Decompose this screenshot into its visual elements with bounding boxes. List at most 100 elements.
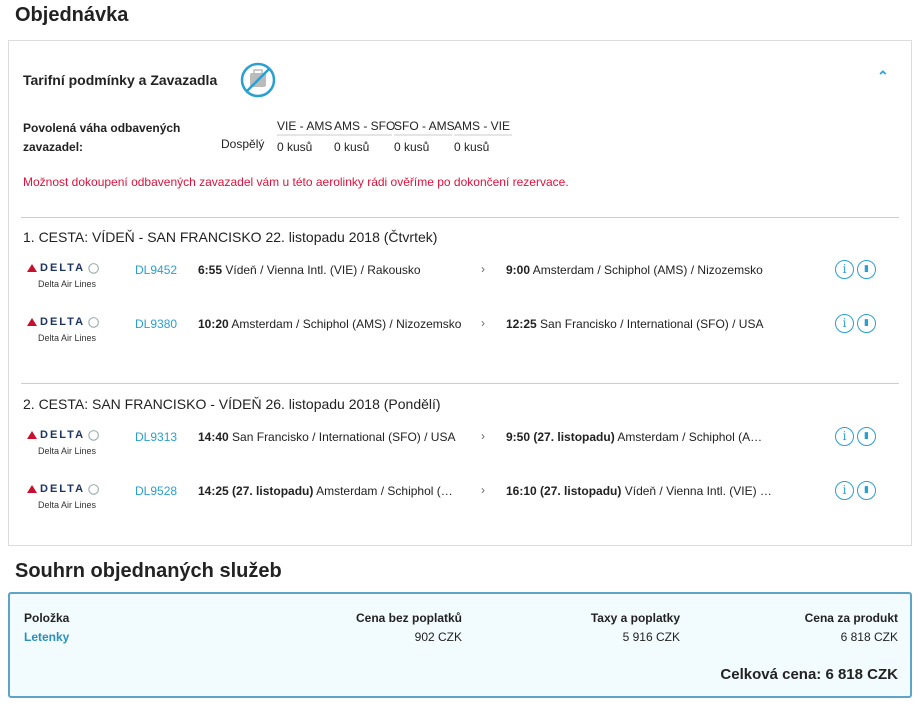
departure-place: Amsterdam / Schiphol (AMS) / Nizozemsko: [231, 317, 462, 331]
arrival-place: Amsterdam / Schiphol (A…: [617, 430, 763, 444]
departure: 14:25 (27. listopadu) Amsterdam / Schiph…: [198, 484, 468, 498]
airline-brand: DELTA: [40, 483, 86, 495]
divider: [21, 217, 899, 218]
header-product-price: Cena za produkt: [804, 611, 898, 625]
summary-title: Souhrn objednaných služeb: [15, 560, 282, 582]
header-price: Cena bez poplatků: [355, 611, 462, 625]
arrow-right-icon: ›: [481, 262, 485, 276]
segment-allowance: 0 kusů: [334, 140, 370, 154]
flight-number-link[interactable]: DL9528: [135, 484, 178, 498]
airline-logo: DELTA ◯ Delta Air Lines: [27, 429, 107, 456]
flight-number-link[interactable]: DL9452: [135, 263, 178, 277]
arrow-right-icon: ›: [481, 429, 485, 443]
globe-icon: ◯: [88, 262, 100, 274]
info-icon[interactable]: i: [835, 427, 854, 446]
fare-section-title: Tarifní podmínky a Zavazadla: [23, 72, 218, 88]
airline-name: Delta Air Lines: [38, 279, 97, 289]
info-icon[interactable]: i: [835, 314, 854, 333]
collapse-chevron-up-icon[interactable]: ⌃: [877, 68, 889, 84]
arrival: 12:25 San Francisko / International (SFO…: [506, 317, 763, 331]
airline-logo: DELTA ◯ Delta Air Lines: [27, 316, 107, 343]
departure: 10:20 Amsterdam / Schiphol (AMS) / Nizoz…: [198, 317, 468, 331]
arrival-time: 16:10: [506, 484, 537, 498]
arrival: 9:00 Amsterdam / Schiphol (AMS) / Nizoze…: [506, 263, 763, 277]
airline-name: Delta Air Lines: [38, 500, 97, 510]
departure-place: San Francisko / International (SFO) / US…: [232, 430, 456, 444]
delta-triangle-icon: [27, 485, 37, 493]
airline-brand: DELTA: [40, 429, 86, 441]
arrival-place: San Francisko / International (SFO) / US…: [540, 317, 764, 331]
header-taxes: Taxy a poplatky: [590, 611, 680, 625]
baggage-warning: Možnost dokoupení odbavených zavazadel v…: [23, 175, 569, 189]
arrival-time: 9:00: [506, 263, 531, 277]
journey-title: 2. CESTA: SAN FRANCISKO - VÍDEŇ 26. list…: [23, 396, 441, 412]
arrow-right-icon: ›: [481, 316, 485, 330]
airline-logo: DELTA ◯ Delta Air Lines: [27, 483, 107, 510]
delta-triangle-icon: [27, 431, 37, 439]
departure-time: 14:40: [198, 430, 229, 444]
departure-time: 14:25: [198, 484, 229, 498]
flight-row: DELTA ◯ Delta Air Lines DL9313 14:40 San F…: [9, 427, 913, 469]
arrival-time: 12:25: [506, 317, 537, 331]
airline-logo: DELTA ◯ Delta Air Lines: [27, 262, 107, 289]
departure-place: Vídeň / Vienna Intl. (VIE) / Rakousko: [225, 263, 421, 277]
departure: 14:40 San Francisko / International (SFO…: [198, 430, 468, 444]
arrival-date-note: (27. listopadu): [540, 484, 622, 498]
airline-name: Delta Air Lines: [38, 333, 97, 343]
globe-icon: ◯: [88, 483, 100, 495]
delta-triangle-icon: [27, 264, 37, 272]
segment-route: VIE - AMS: [277, 119, 335, 136]
arrival: 9:50 (27. listopadu) Amsterdam / Schipho…: [506, 430, 762, 444]
taxes-value: 5 916 CZK: [622, 630, 680, 644]
arrival: 16:10 (27. listopadu) Vídeň / Vienna Int…: [506, 484, 772, 498]
globe-icon: ◯: [88, 316, 100, 328]
flight-row: DELTA ◯ Delta Air Lines DL9528 14:25 (27. …: [9, 481, 913, 523]
segment-route: SFO - AMS: [394, 119, 455, 136]
arrow-right-icon: ›: [481, 483, 485, 497]
departure-time: 10:20: [198, 317, 229, 331]
departure-place: Amsterdam / Schiphol (…: [316, 484, 453, 498]
departure: 6:55 Vídeň / Vienna Intl. (VIE) / Rakous…: [198, 263, 468, 277]
flight-number-link[interactable]: DL9380: [135, 317, 178, 331]
baggage-info-icon[interactable]: ▮: [857, 314, 876, 333]
product-price-value: 6 818 CZK: [840, 630, 898, 644]
segment-allowance: 0 kusů: [277, 140, 313, 154]
flight-row: DELTA ◯ Delta Air Lines DL9380 10:20 Amste…: [9, 314, 913, 356]
airline-name: Delta Air Lines: [38, 446, 97, 456]
info-icon[interactable]: i: [835, 481, 854, 500]
delta-triangle-icon: [27, 318, 37, 326]
baggage-info-icon[interactable]: ▮: [857, 427, 876, 446]
no-baggage-icon: [240, 62, 276, 98]
flight-row: DELTA ◯ Delta Air Lines DL9452 6:55 Vídeň …: [9, 260, 913, 302]
info-icon[interactable]: i: [835, 260, 854, 279]
journey-title: 1. CESTA: VÍDEŇ - SAN FRANCISKO 22. list…: [23, 229, 438, 245]
baggage-segment: AMS - SFO 0 kusů: [334, 119, 395, 154]
total-price: Celková cena: 6 818 CZK: [720, 666, 898, 683]
flight-number-link[interactable]: DL9313: [135, 430, 178, 444]
summary-box: Položka Cena bez poplatků Taxy a poplatk…: [8, 592, 912, 698]
header-item: Položka: [24, 611, 70, 625]
baggage-segment: VIE - AMS 0 kusů: [277, 119, 335, 154]
baggage-segment: AMS - VIE 0 kusů: [454, 119, 512, 154]
segment-allowance: 0 kusů: [454, 140, 490, 154]
baggage-info-icon[interactable]: ▮: [857, 481, 876, 500]
passenger-type: Dospělý: [221, 137, 265, 151]
departure-time: 6:55: [198, 263, 223, 277]
globe-icon: ◯: [88, 429, 100, 441]
departure-date-note: (27. listopadu): [232, 484, 314, 498]
arrival-place: Amsterdam / Schiphol (AMS) / Nizozemsko: [532, 263, 763, 277]
arrival-time: 9:50: [506, 430, 531, 444]
airline-brand: DELTA: [40, 316, 86, 328]
baggage-segment: SFO - AMS 0 kusů: [394, 119, 455, 154]
divider: [21, 383, 899, 384]
price-value: 902 CZK: [414, 630, 462, 644]
airline-brand: DELTA: [40, 262, 86, 274]
page-title: Objednávka: [15, 4, 129, 26]
item-tickets-link[interactable]: Letenky: [24, 630, 70, 644]
baggage-label: Povolená váha odbavených zavazadel:: [23, 121, 181, 154]
arrival-place: Vídeň / Vienna Intl. (VIE) …: [624, 484, 772, 498]
segment-route: AMS - SFO: [334, 119, 395, 136]
baggage-info-icon[interactable]: ▮: [857, 260, 876, 279]
fare-panel: Tarifní podmínky a Zavazadla ⌃ Povolená …: [8, 40, 912, 546]
segment-allowance: 0 kusů: [394, 140, 430, 154]
